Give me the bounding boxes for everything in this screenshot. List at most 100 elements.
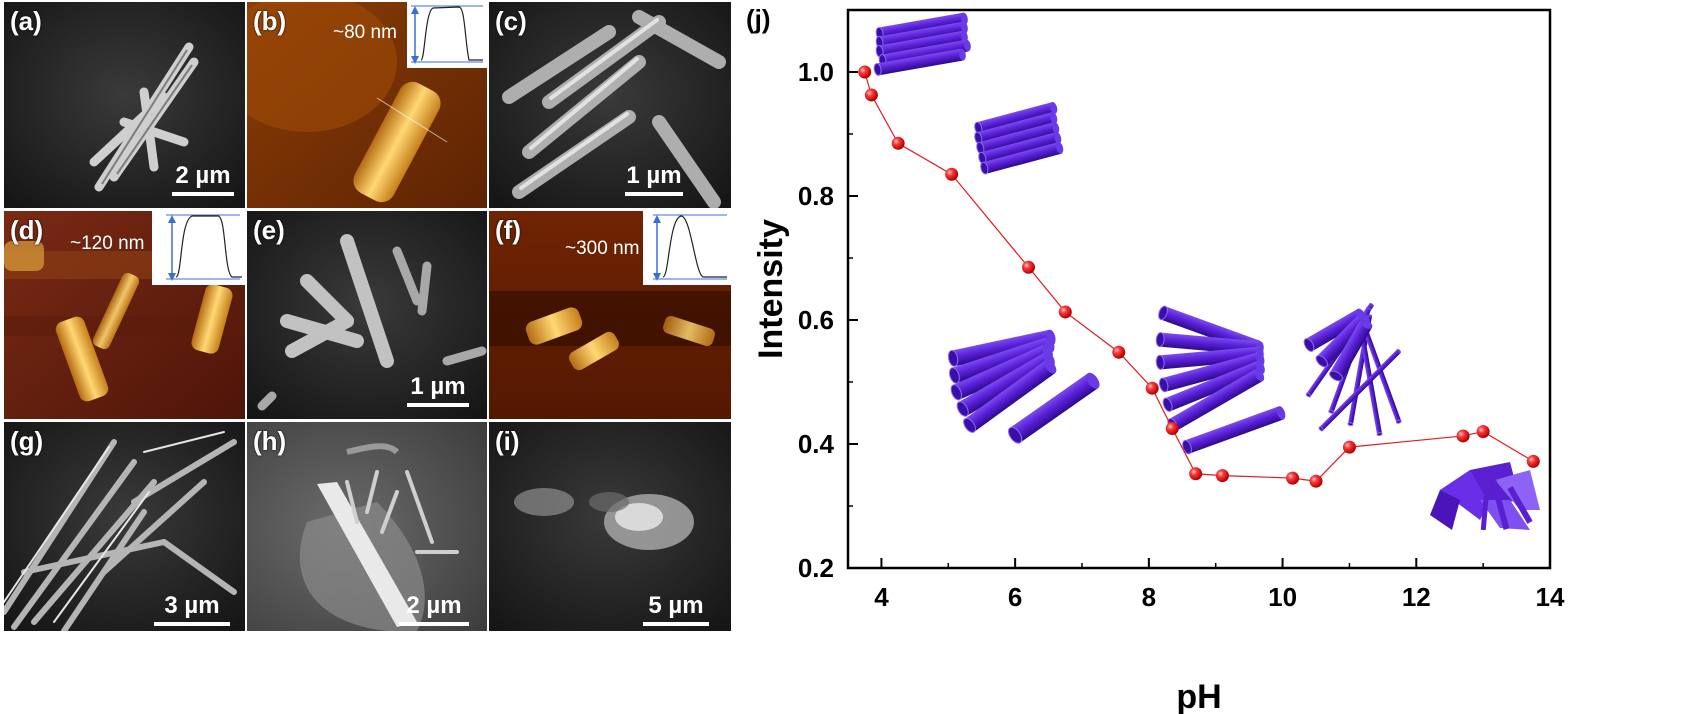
data-point — [1286, 471, 1300, 485]
data-point — [891, 136, 905, 150]
data-point — [945, 167, 959, 181]
panel-e-sem: (e) 1 µm — [247, 211, 487, 419]
panel-c-scale: 1 µm — [625, 162, 683, 196]
panel-f-height: ~300 nm — [565, 238, 640, 259]
panel-g-scale-text: 3 µm — [164, 592, 220, 619]
chart-axes — [846, 8, 1552, 570]
panel-d-image — [4, 211, 245, 419]
panel-d-height: ~120 nm — [70, 233, 145, 254]
panel-f-afm: (f) ~300 nm — [489, 211, 731, 419]
y-axis-label: Intensity — [752, 219, 790, 359]
crystal-spike — [1507, 486, 1533, 524]
panel-i-label: (i) — [495, 426, 520, 456]
panel-e-image — [247, 211, 487, 419]
panel-i-image — [489, 422, 731, 631]
panel-g-scale-bar — [154, 622, 230, 626]
panel-e-scale-text: 1 µm — [410, 373, 466, 400]
data-point — [864, 88, 878, 102]
panel-g-label: (g) — [10, 426, 44, 456]
bundle-rod-icon — [976, 122, 1060, 155]
panel-a-image — [4, 2, 245, 208]
panel-a-scale-bar — [172, 192, 234, 196]
data-point — [1456, 429, 1470, 443]
panel-b-label: (b) — [253, 6, 287, 36]
x-tick-label: 8 — [1142, 582, 1156, 612]
data-point — [1342, 440, 1356, 454]
panel-h-image — [247, 422, 487, 631]
data-point — [1022, 260, 1036, 274]
panel-i-scale: 5 µm — [643, 592, 709, 626]
panel-b-afm: (b) ~80 nm — [247, 2, 487, 208]
panel-d-label: (d) — [10, 215, 44, 245]
plot-frame — [846, 8, 1552, 570]
panel-i-scale-bar — [643, 622, 709, 626]
panel-h-scale-text: 2 µm — [406, 592, 462, 619]
chart-panel-label: (j) — [746, 4, 771, 34]
panel-f-label: (f) — [495, 215, 521, 245]
panel-h-scale-bar — [399, 622, 469, 626]
panel-d-afm: (d) ~120 nm — [4, 211, 245, 419]
data-point — [1165, 422, 1179, 435]
panel-e-label: (e) — [253, 215, 285, 245]
data-point — [1215, 469, 1229, 483]
y-ticks: 0.2 0.4 0.6 0.8 1.0 — [798, 9, 858, 583]
bundle-rod-icon — [873, 48, 966, 76]
x-axis-label: pH — [1176, 678, 1221, 714]
data-point — [1145, 381, 1159, 395]
panel-h-scale: 2 µm — [399, 592, 469, 626]
panel-c-image — [489, 2, 731, 208]
panel-g-image — [4, 422, 245, 631]
panel-a-sem: (a) 2 µm — [4, 2, 245, 208]
crystal-spike — [1480, 489, 1490, 531]
panel-a-scale: 2 µm — [172, 162, 234, 196]
bundle-rod-icon — [980, 142, 1064, 175]
panel-h-label: (h) — [253, 426, 287, 456]
data-points — [858, 65, 1540, 488]
panel-f-profile — [653, 214, 727, 281]
crystal-cluster-icon — [1430, 462, 1540, 531]
x-tick-label: 14 — [1536, 582, 1565, 612]
chart-j: (j) 4 6 8 10 12 14 0.2 0.4 0.6 0.8 1.0 pH Intensi… — [746, 4, 1565, 714]
needle-icon — [1318, 349, 1401, 432]
x-tick-label: 10 — [1268, 582, 1297, 612]
fan-rod-icon — [1182, 406, 1286, 455]
data-point — [1309, 474, 1323, 488]
panel-c-scale-bar — [625, 192, 683, 196]
data-point — [1526, 454, 1540, 468]
panel-a-label: (a) — [10, 6, 42, 36]
bundle-rod-icon — [974, 112, 1058, 145]
data-point — [1058, 305, 1072, 319]
panel-f-profile-inset — [643, 211, 731, 285]
panel-d-profile — [166, 214, 242, 281]
data-point — [1189, 467, 1203, 481]
panel-c-sem: (c) 1 µm — [489, 2, 731, 208]
y-tick-label: 0.6 — [798, 305, 834, 335]
panel-e-scale-bar — [407, 403, 469, 407]
data-point — [1112, 345, 1126, 359]
panel-b-profile-inset — [407, 2, 487, 68]
crystal-facet — [1495, 470, 1540, 510]
panel-i-scale-text: 5 µm — [648, 592, 704, 619]
y-tick-label: 0.2 — [798, 553, 834, 583]
single-rod-icon — [1007, 372, 1100, 444]
panel-b-profile — [411, 5, 483, 64]
panel-c-scale-text: 1 µm — [626, 162, 682, 189]
data-point — [1476, 425, 1490, 439]
panel-g-sem: (g) 3 µm — [4, 422, 245, 631]
y-tick-label: 0.8 — [798, 181, 834, 211]
panel-g-scale: 3 µm — [154, 592, 230, 626]
bundle-rod-icon — [963, 359, 1057, 433]
crystal-spike — [1490, 480, 1510, 530]
x-tick-label: 6 — [1008, 582, 1022, 612]
panel-b-height: ~80 nm — [333, 22, 397, 43]
y-tick-label: 1.0 — [798, 57, 834, 87]
needle-rod-icon — [1329, 319, 1373, 382]
crystal-facet — [1430, 490, 1460, 530]
x-ticks: 4 6 8 10 12 14 — [874, 558, 1565, 612]
panel-d-profile-inset — [152, 211, 245, 285]
y-tick-label: 0.4 — [798, 429, 835, 459]
x-tick-label: 4 — [874, 582, 889, 612]
panel-c-label: (c) — [495, 6, 527, 36]
morphology-illustrations — [873, 12, 1540, 531]
panel-e-scale: 1 µm — [407, 373, 469, 407]
